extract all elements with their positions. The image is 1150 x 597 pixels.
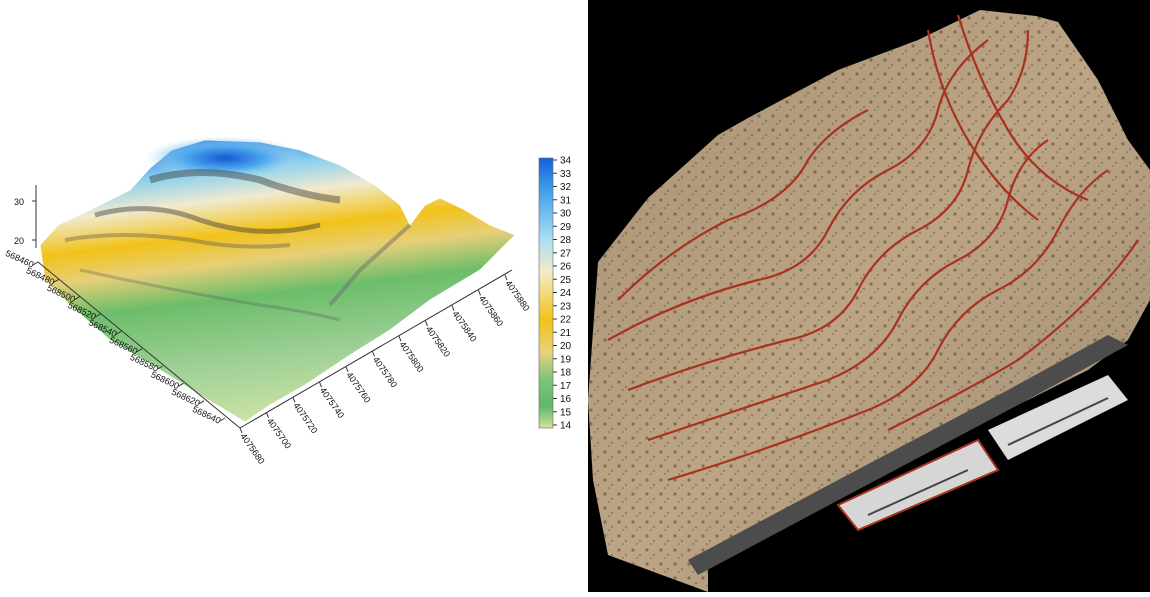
colorbar-label: 29 xyxy=(560,222,572,233)
y-tick-label: 4075860 xyxy=(477,294,505,328)
x-tick-label: 568640 xyxy=(191,404,222,426)
colorbar-label: 33 xyxy=(560,169,572,180)
colorbar-label: 21 xyxy=(560,328,572,339)
contour-lines xyxy=(607,14,1139,482)
orthophoto-map xyxy=(588,10,1150,592)
greenhouse-structure xyxy=(836,438,1000,532)
road xyxy=(688,335,1128,575)
colorbar-label: 14 xyxy=(560,421,572,432)
colorbar-label: 26 xyxy=(560,262,572,273)
z-tick-label: 30 xyxy=(14,197,24,207)
colorbar-label: 34 xyxy=(560,156,572,167)
y-axis-line xyxy=(239,269,513,429)
colorbar-label: 32 xyxy=(560,182,572,193)
colorbar-label: 22 xyxy=(560,315,572,326)
z-tick-label: 20 xyxy=(14,236,24,246)
colorbar-label: 20 xyxy=(560,341,572,352)
colorbar-label: 23 xyxy=(560,301,572,312)
y-tick-label: 4075740 xyxy=(318,386,346,420)
terrace-shadow-2 xyxy=(64,233,291,249)
colorbar-label: 28 xyxy=(560,235,572,246)
y-tick-label: 4075880 xyxy=(503,278,531,312)
colorbar xyxy=(538,157,554,429)
terrain-surface xyxy=(39,139,516,423)
colorbar-label: 27 xyxy=(560,248,572,259)
colorbar-label: 19 xyxy=(560,354,572,365)
colorbar-label: 15 xyxy=(560,407,572,418)
surface-plot: 30 20 5684605684805685005685205685405685… xyxy=(4,136,572,466)
hill-shadow xyxy=(148,169,341,204)
y-tick-label: 4075780 xyxy=(371,355,399,389)
y-tick-label: 4075720 xyxy=(291,401,319,435)
y-tick-label: 4075700 xyxy=(265,416,293,450)
lower-terrace xyxy=(79,268,341,322)
colorbar-label: 16 xyxy=(560,394,572,405)
colorbar-label: 17 xyxy=(560,381,572,392)
x-axis-line xyxy=(37,261,241,429)
y-tick-label: 4075800 xyxy=(397,340,425,374)
orthophoto-view xyxy=(588,0,1150,592)
y-tick-label: 4075840 xyxy=(450,309,478,343)
colorbar-label: 31 xyxy=(560,195,572,206)
colorbar-label: 25 xyxy=(560,275,572,286)
colorbar-label: 18 xyxy=(560,368,572,379)
y-tick-label: 4075820 xyxy=(424,324,452,358)
colorbar-label: 30 xyxy=(560,209,572,220)
colorbar-labels: 34 33 32 31 30 29 28 27 26 25 24 23 22 21 20 19 18 17 16 15… xyxy=(553,156,572,432)
elevation-3d-view: 30 20 568460 568480 568500 568520 568540 5685… xyxy=(3,136,572,466)
y-tick-label: 4075680 xyxy=(238,431,266,465)
terrace-shadow xyxy=(94,206,321,234)
y-tick-label: 4075760 xyxy=(344,370,372,404)
ridge-line xyxy=(328,223,412,307)
hill-peak xyxy=(145,136,305,180)
colorbar-label: 24 xyxy=(560,288,572,299)
vegetation-texture xyxy=(588,10,1150,592)
